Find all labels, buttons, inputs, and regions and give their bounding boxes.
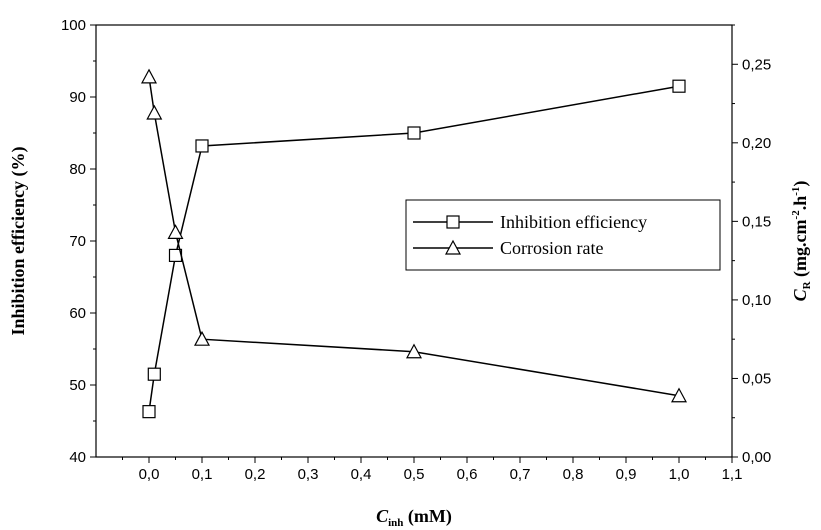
- y-axis-left-label: Inhibition efficiency (%): [8, 147, 29, 336]
- x-tick-label: 0,0: [139, 466, 160, 483]
- x-tick-label: 0,1: [192, 466, 213, 483]
- x-tick-label: 0,5: [404, 466, 425, 483]
- data-point-triangle: [167, 224, 184, 239]
- y-left-tick-label: 90: [69, 89, 86, 106]
- legend-label-ie: Inhibition efficiency: [500, 212, 647, 232]
- y-left-tick-label: 100: [61, 17, 86, 34]
- x-tick-label: 0,2: [245, 466, 266, 483]
- data-point-square: [142, 405, 156, 419]
- x-tick-label: 0,6: [457, 466, 478, 483]
- y-left-tick-label: 70: [69, 233, 86, 250]
- x-tick-label: 0,3: [298, 466, 319, 483]
- legend-square-marker: [446, 215, 460, 229]
- legend-triangle-marker: [444, 239, 462, 255]
- x-tick-label: 0,9: [616, 466, 637, 483]
- x-tick-label: 0,4: [351, 466, 372, 483]
- x-tick-label: 0,7: [510, 466, 531, 483]
- data-point-triangle: [193, 330, 211, 346]
- y-left-tick-label: 80: [69, 161, 86, 178]
- data-point-triangle: [405, 343, 423, 359]
- x-axis-label: Cinh (mM): [376, 506, 452, 529]
- x-tick-label: 1,0: [669, 466, 690, 483]
- data-point-triangle: [140, 68, 158, 84]
- data-point-square: [147, 367, 161, 381]
- data-point-square: [672, 79, 686, 93]
- data-point-square: [407, 126, 421, 140]
- y-left-tick-label: 40: [69, 449, 86, 466]
- legend: Inhibition efficiency Corrosion rate: [405, 199, 721, 271]
- y-axis-right-label: CR (mg.cm-2.h-1): [790, 181, 813, 302]
- x-tick-label: 0,8: [563, 466, 584, 483]
- data-point-triangle: [670, 387, 688, 403]
- y-left-tick-label: 60: [69, 305, 86, 322]
- x-tick-label: 1,1: [722, 466, 743, 483]
- y-right-tick-label: 0,00: [742, 449, 771, 466]
- legend-box: [405, 199, 721, 271]
- y-right-tick-label: 0,15: [742, 213, 771, 230]
- y-right-tick-label: 0,20: [742, 135, 771, 152]
- data-point-triangle: [146, 104, 163, 120]
- y-left-tick-label: 50: [69, 377, 86, 394]
- y-right-tick-label: 0,05: [742, 370, 771, 387]
- data-point-square: [195, 139, 209, 153]
- y-right-tick-label: 0,25: [742, 56, 771, 73]
- legend-label-cr: Corrosion rate: [500, 238, 603, 258]
- y-right-tick-label: 0,10: [742, 292, 771, 309]
